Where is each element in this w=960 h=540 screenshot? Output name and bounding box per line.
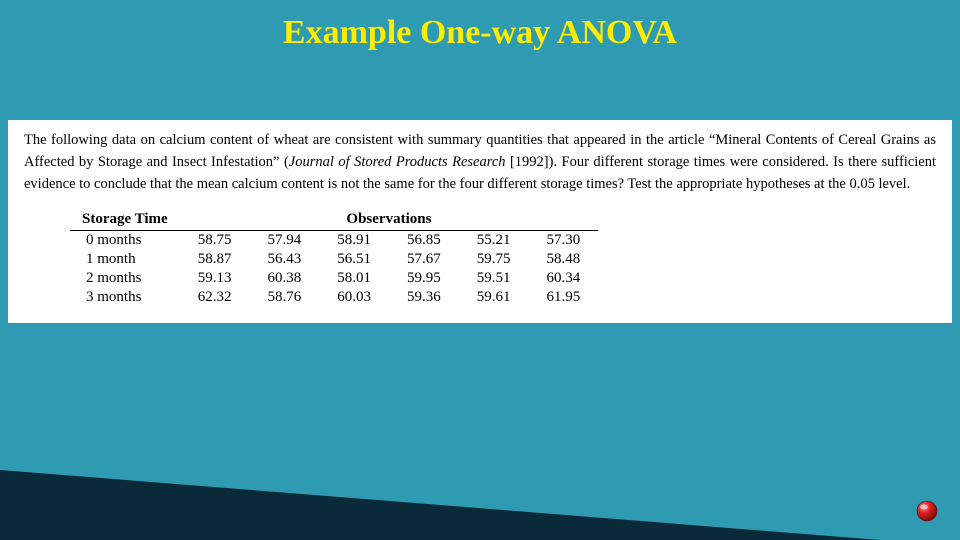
slide-title: Example One-way ANOVA bbox=[0, 0, 960, 52]
decorative-wedge bbox=[0, 420, 960, 540]
red-sphere-icon bbox=[916, 500, 938, 522]
cell: 56.51 bbox=[319, 250, 389, 269]
cell: 59.75 bbox=[459, 250, 529, 269]
cell: 62.32 bbox=[180, 288, 250, 307]
row-label: 2 months bbox=[70, 269, 180, 288]
cell: 60.38 bbox=[249, 269, 319, 288]
table-row: 2 months 59.13 60.38 58.01 59.95 59.51 6… bbox=[70, 269, 598, 288]
cell: 58.87 bbox=[180, 250, 250, 269]
col-header-storage-time: Storage Time bbox=[70, 209, 180, 231]
cell: 59.95 bbox=[389, 269, 459, 288]
observations-table: Storage Time Observations 0 months 58.75… bbox=[70, 209, 598, 307]
body-part-journal: Journal of Stored Products Research bbox=[289, 154, 506, 170]
cell: 58.48 bbox=[528, 250, 598, 269]
cell: 59.36 bbox=[389, 288, 459, 307]
cell: 57.30 bbox=[528, 231, 598, 251]
table-row: 0 months 58.75 57.94 58.91 56.85 55.21 5… bbox=[70, 231, 598, 251]
cell: 58.91 bbox=[319, 231, 389, 251]
col-header-observations: Observations bbox=[180, 209, 599, 231]
cell: 56.43 bbox=[249, 250, 319, 269]
cell: 60.03 bbox=[319, 288, 389, 307]
cell: 55.21 bbox=[459, 231, 529, 251]
table-row: 1 month 58.87 56.43 56.51 57.67 59.75 58… bbox=[70, 250, 598, 269]
cell: 59.61 bbox=[459, 288, 529, 307]
row-label: 3 months bbox=[70, 288, 180, 307]
problem-text: The following data on calcium content of… bbox=[24, 130, 936, 195]
cell: 58.75 bbox=[180, 231, 250, 251]
cell: 61.95 bbox=[528, 288, 598, 307]
cell: 57.94 bbox=[249, 231, 319, 251]
cell: 56.85 bbox=[389, 231, 459, 251]
row-label: 1 month bbox=[70, 250, 180, 269]
cell: 59.13 bbox=[180, 269, 250, 288]
table-header-row: Storage Time Observations bbox=[70, 209, 598, 231]
cell: 58.76 bbox=[249, 288, 319, 307]
cell: 59.51 bbox=[459, 269, 529, 288]
content-box: The following data on calcium content of… bbox=[8, 120, 952, 323]
cell: 57.67 bbox=[389, 250, 459, 269]
row-label: 0 months bbox=[70, 231, 180, 251]
table-row: 3 months 62.32 58.76 60.03 59.36 59.61 6… bbox=[70, 288, 598, 307]
cell: 58.01 bbox=[319, 269, 389, 288]
cell: 60.34 bbox=[528, 269, 598, 288]
